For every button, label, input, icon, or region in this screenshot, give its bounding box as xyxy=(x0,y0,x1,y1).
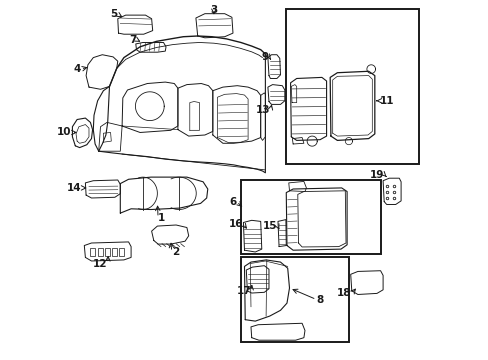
Text: 4: 4 xyxy=(73,64,81,74)
Text: 3: 3 xyxy=(210,5,217,15)
Text: 5: 5 xyxy=(110,9,118,19)
Bar xyxy=(119,248,124,256)
Text: 7: 7 xyxy=(129,35,136,45)
Text: 13: 13 xyxy=(255,105,270,115)
Bar xyxy=(104,248,110,256)
Text: 6: 6 xyxy=(229,197,236,207)
Bar xyxy=(90,248,95,256)
Text: 10: 10 xyxy=(57,127,72,138)
Text: 12: 12 xyxy=(93,258,107,269)
Text: 1: 1 xyxy=(158,213,165,223)
Bar xyxy=(241,180,381,254)
Text: 19: 19 xyxy=(369,170,384,180)
Text: 11: 11 xyxy=(379,96,393,106)
Bar xyxy=(285,9,418,164)
Text: 16: 16 xyxy=(228,219,243,229)
Text: 18: 18 xyxy=(337,288,351,298)
Text: 15: 15 xyxy=(263,221,277,231)
Text: 8: 8 xyxy=(316,294,323,305)
Text: 9: 9 xyxy=(261,52,268,62)
Text: 17: 17 xyxy=(236,286,250,296)
Text: 2: 2 xyxy=(171,247,179,257)
Bar xyxy=(241,257,348,342)
Bar xyxy=(98,248,102,256)
Bar xyxy=(112,248,117,256)
Text: 14: 14 xyxy=(67,183,81,193)
